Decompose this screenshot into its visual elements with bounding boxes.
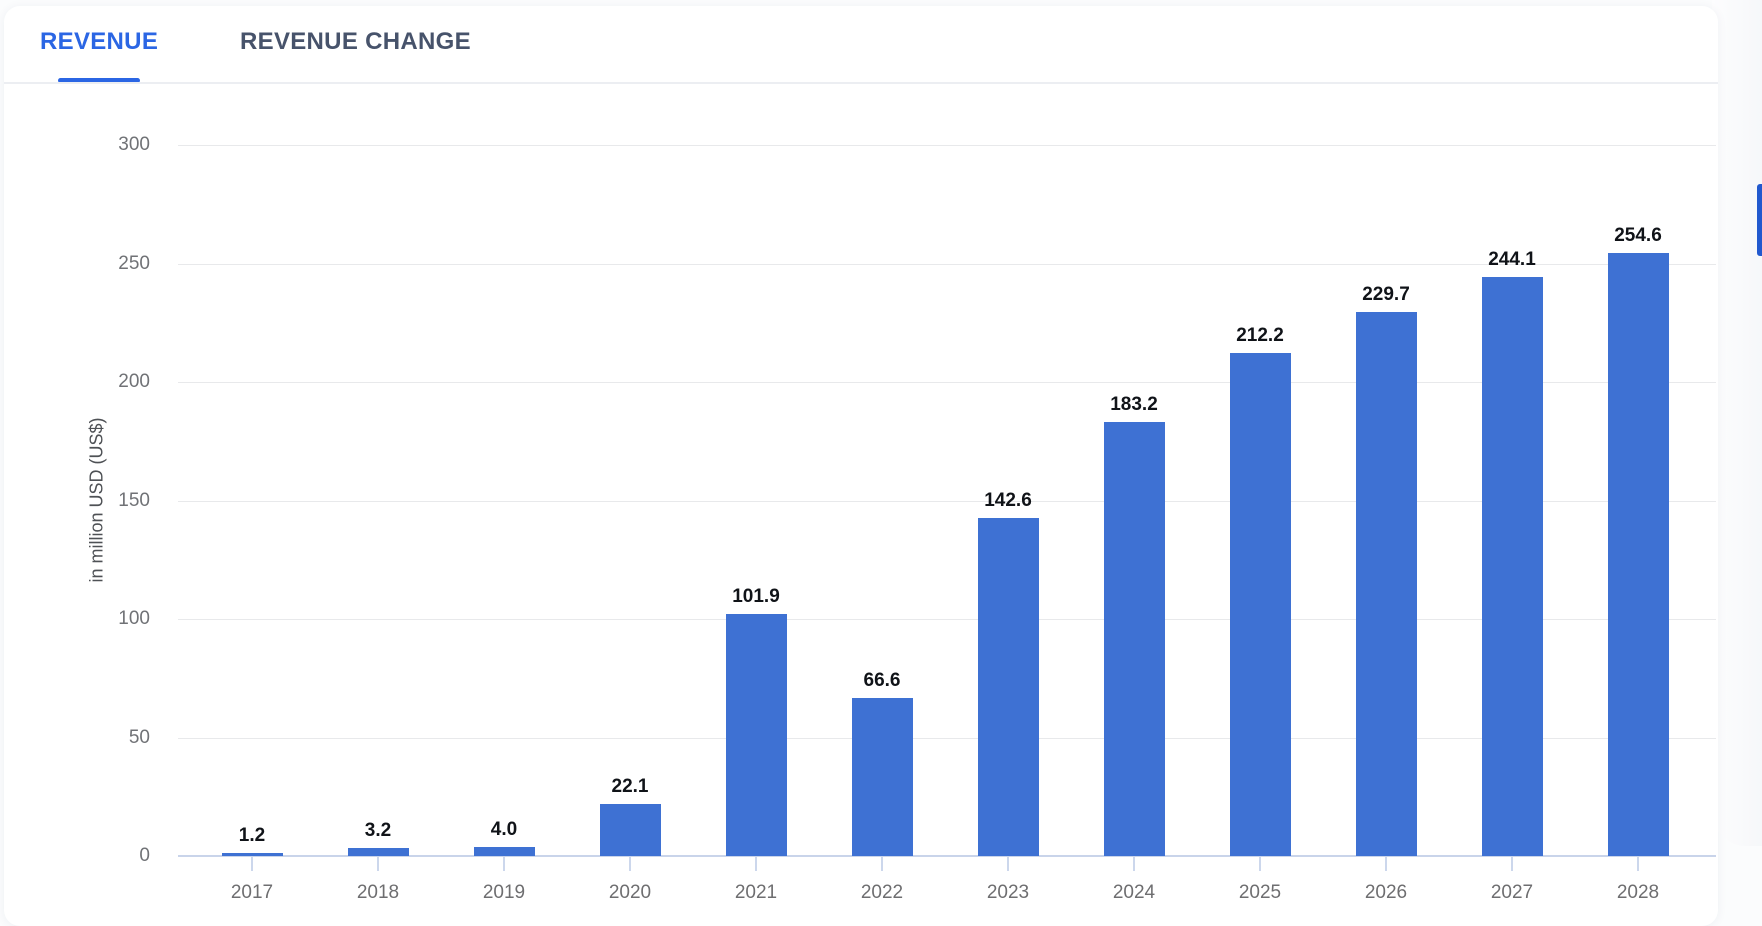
y-gridline bbox=[178, 145, 1716, 146]
x-tick-label: 2021 bbox=[734, 882, 778, 903]
bar-value-label: 66.6 bbox=[863, 670, 901, 692]
x-tick-label: 2023 bbox=[986, 882, 1030, 903]
bar-2022[interactable] bbox=[851, 698, 913, 856]
tab-revenue[interactable]: REVENUE bbox=[40, 28, 159, 55]
x-tick-mark bbox=[1259, 857, 1261, 871]
x-tick-label: 2018 bbox=[356, 882, 400, 903]
x-tick-label: 2025 bbox=[1238, 882, 1282, 903]
bar-value-label: 229.7 bbox=[1362, 283, 1410, 305]
y-gridline bbox=[178, 263, 1716, 265]
y-tick-label: 100 bbox=[118, 608, 150, 629]
bar-value-label: 183.2 bbox=[1110, 393, 1158, 415]
x-tick-label: 2020 bbox=[608, 882, 652, 903]
bar-value-label: 1.2 bbox=[238, 825, 266, 847]
y-tick-label: 0 bbox=[139, 845, 150, 866]
scrollbar-thumb[interactable] bbox=[1757, 184, 1762, 256]
bar-value-label: 101.9 bbox=[732, 586, 780, 608]
bar-value-label: 22.1 bbox=[611, 775, 649, 797]
side-panel-background bbox=[1712, 0, 1762, 846]
x-tick-mark bbox=[629, 857, 631, 871]
bar-2027[interactable] bbox=[1481, 277, 1543, 856]
bar-2024[interactable] bbox=[1103, 421, 1165, 856]
y-tick-label: 150 bbox=[118, 489, 150, 511]
bar-2018[interactable] bbox=[347, 848, 409, 856]
bar-value-label: 254.6 bbox=[1614, 224, 1662, 246]
bar-value-label: 142.6 bbox=[984, 490, 1032, 512]
bar-2020[interactable] bbox=[599, 803, 661, 856]
bar-value-label: 3.2 bbox=[364, 820, 392, 842]
bar-2023[interactable] bbox=[977, 518, 1039, 856]
y-gridline bbox=[178, 382, 1716, 383]
x-tick-mark bbox=[377, 857, 379, 871]
x-tick-label: 2019 bbox=[482, 882, 526, 903]
y-gridline bbox=[178, 619, 1716, 620]
x-tick-label: 2028 bbox=[1616, 882, 1660, 903]
bar-value-label: 212.2 bbox=[1236, 325, 1284, 347]
x-tick-mark bbox=[1007, 857, 1009, 871]
x-tick-mark bbox=[1637, 857, 1639, 871]
x-axis-line bbox=[178, 855, 1716, 857]
bar-2025[interactable] bbox=[1229, 353, 1291, 856]
x-tick-mark bbox=[881, 857, 883, 871]
y-gridline bbox=[178, 737, 1716, 739]
bar-2017[interactable] bbox=[221, 853, 283, 856]
x-tick-mark bbox=[503, 857, 505, 871]
x-tick-label: 2026 bbox=[1364, 882, 1408, 903]
y-tick-label: 250 bbox=[118, 252, 150, 274]
tab-bar-divider bbox=[4, 82, 1718, 84]
y-tick-label: 50 bbox=[128, 726, 150, 748]
bar-value-label: 4.0 bbox=[490, 818, 518, 840]
y-tick-label: 200 bbox=[118, 371, 150, 392]
x-tick-mark bbox=[1385, 857, 1387, 871]
x-tick-mark bbox=[755, 857, 757, 871]
x-tick-label: 2017 bbox=[230, 882, 274, 903]
chart-card: REVENUE REVENUE CHANGE in million USD (U… bbox=[4, 6, 1718, 926]
x-tick-label: 2022 bbox=[860, 882, 904, 903]
y-gridline bbox=[178, 500, 1716, 502]
bar-2028[interactable] bbox=[1607, 252, 1669, 856]
tab-revenue-change[interactable]: REVENUE CHANGE bbox=[240, 28, 471, 55]
bar-2026[interactable] bbox=[1355, 311, 1417, 856]
y-tick-label: 300 bbox=[118, 134, 150, 155]
bar-2021[interactable] bbox=[725, 614, 787, 856]
x-tick-label: 2027 bbox=[1490, 882, 1534, 903]
x-tick-mark bbox=[1511, 857, 1513, 871]
x-tick-mark bbox=[1133, 857, 1135, 871]
x-tick-label: 2024 bbox=[1112, 882, 1156, 903]
active-tab-indicator bbox=[58, 78, 140, 83]
bar-value-label: 244.1 bbox=[1488, 249, 1536, 271]
x-tick-mark bbox=[251, 857, 253, 871]
bar-2019[interactable] bbox=[473, 846, 535, 856]
